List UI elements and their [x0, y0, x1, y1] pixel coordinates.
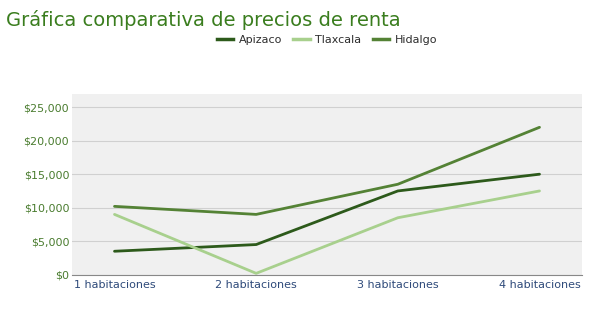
Text: Gráfica comparativa de precios de renta: Gráfica comparativa de precios de renta — [6, 10, 401, 30]
Legend: Apizaco, Tlaxcala, Hidalgo: Apizaco, Tlaxcala, Hidalgo — [212, 30, 442, 50]
